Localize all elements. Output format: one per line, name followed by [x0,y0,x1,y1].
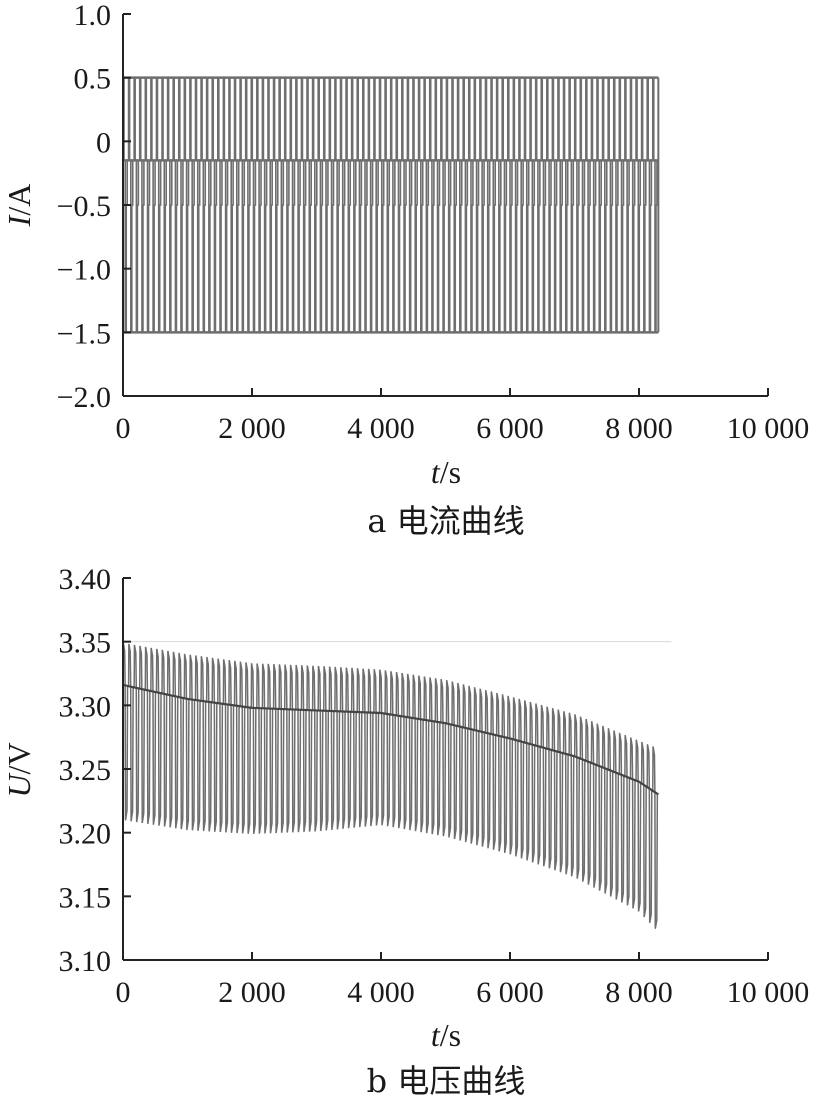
current-y-tick-label: 1.0 [74,0,112,32]
voltage-x-tick-label: 10 000 [727,976,810,1009]
voltage-x-tick-label: 4 000 [347,976,415,1009]
voltage-mid-trend [122,683,659,796]
current-y-tick-label: −1.5 [57,317,111,350]
voltage-y-tick-label: 3.20 [59,818,112,851]
current-y-tick-label: 0 [96,126,111,159]
current-x-tick-label: 2 000 [218,412,286,445]
voltage-y-tick-label: 3.35 [59,627,112,660]
current-series-line [122,76,659,334]
voltage-y-tick-label: 3.25 [59,754,112,787]
voltage-y-tick-label: 3.10 [59,945,112,978]
current-y-tick-label: −2.0 [57,381,111,414]
voltage-chart: 3.40 3.35 3.30 3.25 3.20 3.15 3.100 2 000 4 000 6… [1,563,809,1100]
voltage-series-line [122,642,659,929]
voltage-y-tick-label: 3.15 [59,881,112,914]
current-x-tick-label: 4 000 [347,412,415,445]
voltage-y-tick-label: 3.30 [59,690,112,723]
current-y-tick-label: −1.0 [57,254,111,287]
current-tick-labels: 1.00.50−0.5−1.0−1.5−2.00 2 000 4 000 6 000 8… [57,0,810,445]
current-y-tick-label: 0.5 [74,63,112,96]
current-y-axis-label: I/A [1,184,37,228]
voltage-tick-labels: 3.40 3.35 3.30 3.25 3.20 3.15 3.100 2 000 4 000 6… [59,563,810,1009]
voltage-y-tick-label: 3.40 [59,563,112,596]
voltage-x-axis-label: t/s [431,1017,461,1053]
voltage-y-axis-label: U/V [1,742,37,797]
current-x-tick-label: 8 000 [605,412,673,445]
current-x-tick-label: 10 000 [727,412,810,445]
voltage-caption: b 电压曲线 [367,1062,526,1100]
voltage-axes [122,577,769,961]
current-chart: 1.00.50−0.5−1.0−1.5−2.00 2 000 4 000 6 000 8… [1,0,809,540]
voltage-x-tick-label: 2 000 [218,976,286,1009]
voltage-series [122,641,672,929]
current-axes [122,13,769,397]
current-x-tick-label: 6 000 [476,412,544,445]
current-x-tick-label: 0 [116,412,131,445]
voltage-x-tick-label: 6 000 [476,976,544,1009]
voltage-x-tick-label: 8 000 [605,976,673,1009]
current-series [122,76,660,334]
current-y-tick-label: −0.5 [57,190,111,223]
current-caption: a 电流曲线 [367,502,524,540]
current-x-axis-label: t/s [431,454,461,490]
voltage-x-tick-label: 0 [116,976,131,1009]
